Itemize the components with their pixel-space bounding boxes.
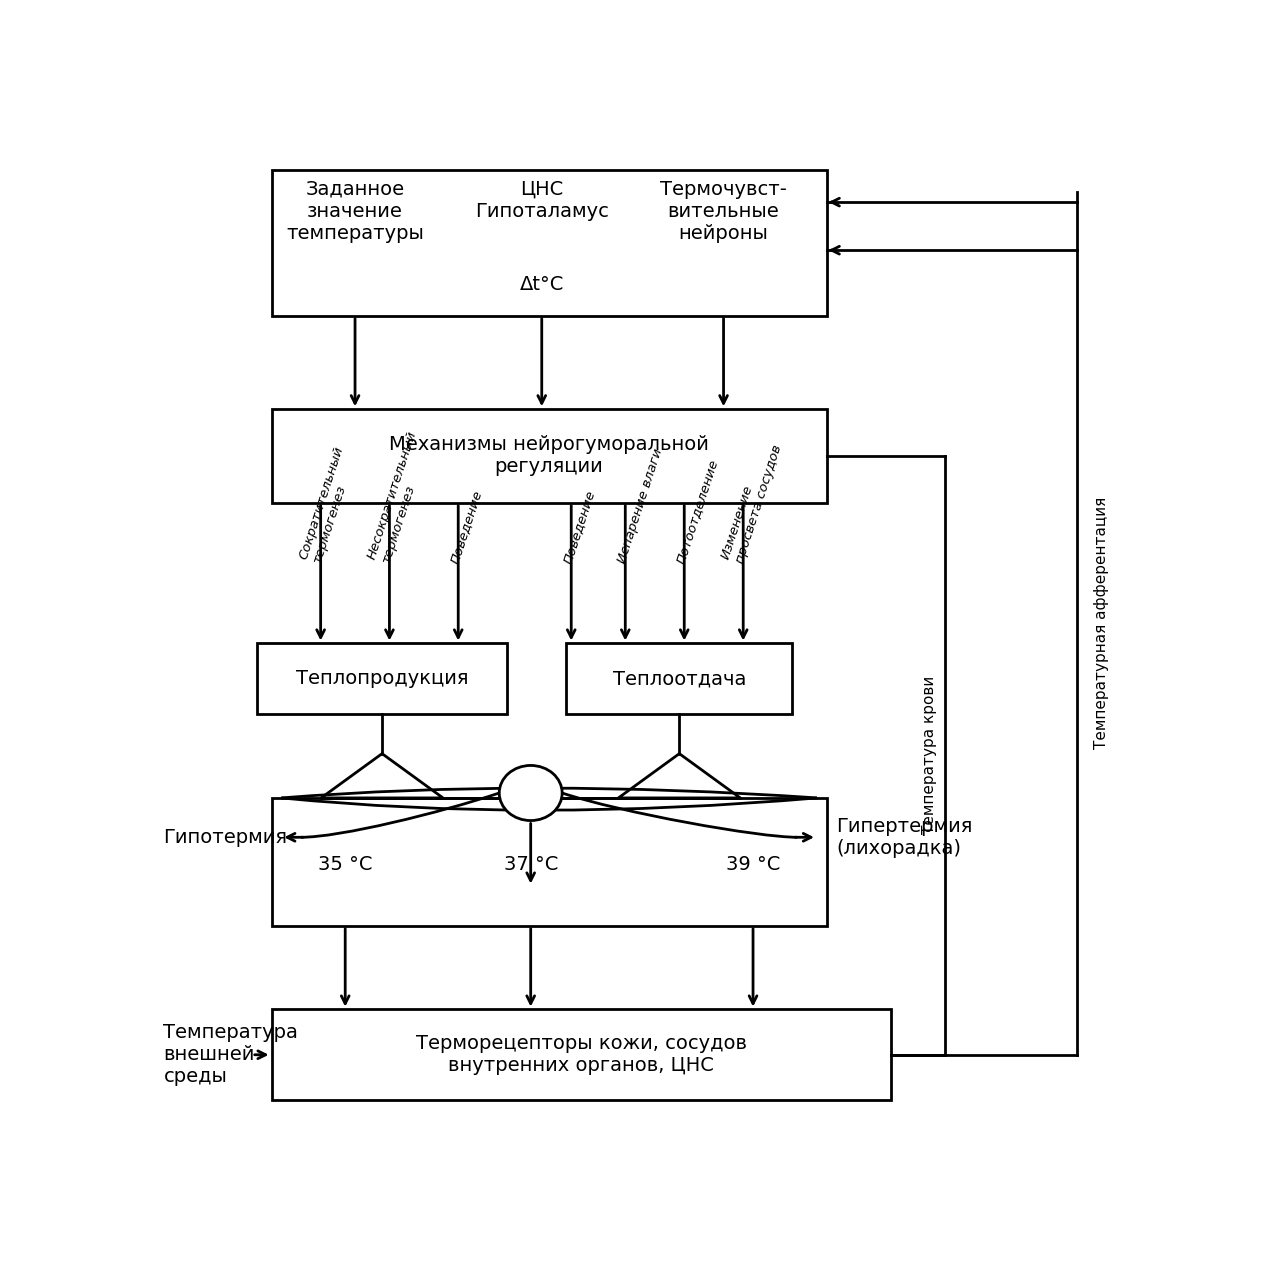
Text: Терморецепторы кожи, сосудов
внутренних органов, ЦНС: Терморецепторы кожи, сосудов внутренних … bbox=[416, 1034, 747, 1075]
Text: Потоотделение: Потоотделение bbox=[675, 458, 721, 565]
Text: Гипотермия: Гипотермия bbox=[164, 828, 288, 847]
Bar bbox=[271, 409, 827, 502]
Text: Температура крови: Температура крови bbox=[922, 676, 937, 835]
Bar bbox=[567, 643, 792, 714]
Text: Теплопродукция: Теплопродукция bbox=[295, 670, 468, 689]
Text: Гипертермия
(лихорадка): Гипертермия (лихорадка) bbox=[837, 817, 973, 858]
Text: 35 °C: 35 °C bbox=[318, 855, 373, 874]
Bar bbox=[271, 170, 827, 316]
Bar bbox=[256, 643, 507, 714]
Text: Δt°C: Δt°C bbox=[520, 275, 564, 294]
Text: Несократительный
термогенез: Несократительный термогенез bbox=[365, 429, 434, 565]
Text: 37 °C: 37 °C bbox=[503, 855, 558, 874]
Bar bbox=[271, 797, 827, 925]
Text: 39 °C: 39 °C bbox=[725, 855, 780, 874]
Text: Механизмы нейрогуморальной
регуляции: Механизмы нейрогуморальной регуляции bbox=[389, 436, 709, 477]
Text: Температура
внешней
среды: Температура внешней среды bbox=[164, 1024, 298, 1086]
Text: Теплоотдача: Теплоотдача bbox=[612, 670, 746, 689]
Ellipse shape bbox=[500, 766, 562, 820]
Text: Температурная афферентация: Температурная афферентация bbox=[1094, 497, 1110, 749]
Text: Термочувст-
вительные
нейроны: Термочувст- вительные нейроны bbox=[661, 180, 787, 243]
Text: Испарение влаги: Испарение влаги bbox=[616, 447, 666, 565]
Bar bbox=[271, 1010, 890, 1100]
Text: Сократительный
термогенез: Сократительный термогенез bbox=[297, 445, 360, 565]
Text: Заданное
значение
температуры: Заданное значение температуры bbox=[287, 180, 424, 243]
Text: Изменение
просвета сосудов: Изменение просвета сосудов bbox=[719, 438, 785, 565]
Text: Поведение: Поведение bbox=[562, 488, 597, 565]
Text: Поведение: Поведение bbox=[449, 488, 484, 565]
Text: ЦНС
Гипоталамус: ЦНС Гипоталамус bbox=[474, 180, 609, 221]
